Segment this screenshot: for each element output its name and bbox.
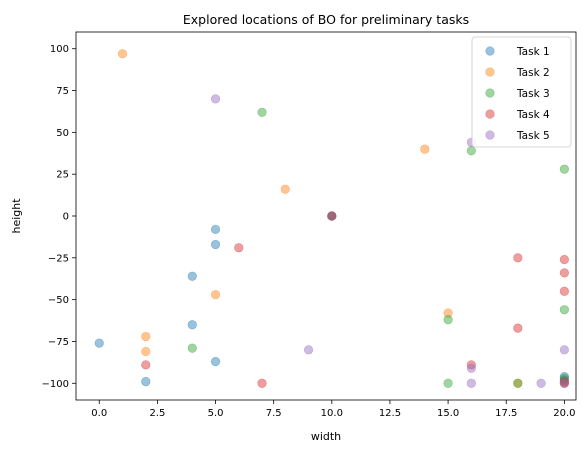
data-point-task-3 <box>443 315 453 325</box>
data-point-task-5 <box>536 378 546 388</box>
data-point-task-1 <box>559 375 569 385</box>
data-point-task-4 <box>559 254 569 265</box>
data-point-task-2 <box>443 308 453 318</box>
legend-label-task-1: Task 1 <box>516 46 550 58</box>
data-point-task-5 <box>327 211 337 221</box>
data-point-task-2 <box>117 49 128 59</box>
legend-label-task-4: Task 4 <box>516 109 550 121</box>
data-point-task-1 <box>210 224 221 234</box>
x-tick-label: 17.5 <box>495 408 517 419</box>
x-tick-label: 7.5 <box>266 408 282 419</box>
legend-label-task-5: Task 5 <box>516 130 550 142</box>
data-point-task-2 <box>420 144 430 154</box>
y-axis-label: height <box>10 198 23 234</box>
data-point-task-1 <box>210 239 221 250</box>
data-point-task-4 <box>327 211 337 221</box>
data-point-task-4 <box>513 323 523 333</box>
data-point-task-5 <box>466 378 476 388</box>
legend-box <box>471 36 572 148</box>
data-point-task-3 <box>443 378 453 388</box>
y-tick-label: −75 <box>48 337 69 348</box>
legend-marker-task-5 <box>485 130 495 140</box>
x-tick-label: 10.0 <box>321 408 343 419</box>
data-point-task-1 <box>327 211 337 221</box>
x-tick-label: 2.5 <box>149 408 165 419</box>
data-point-task-4 <box>466 360 476 370</box>
x-tick-label: 0.0 <box>91 408 107 419</box>
data-point-task-5 <box>466 363 476 373</box>
data-point-task-1 <box>559 371 569 382</box>
data-point-task-5 <box>559 378 569 388</box>
legend-marker-task-2 <box>485 67 495 77</box>
x-tick-label: 5.0 <box>208 408 224 419</box>
x-tick-label: 20.0 <box>553 408 575 419</box>
legend-marker-task-3 <box>485 88 495 98</box>
y-tick-label: 25 <box>56 170 69 181</box>
points-layer <box>94 49 569 388</box>
data-point-task-1 <box>210 356 221 367</box>
data-point-task-2 <box>559 378 569 388</box>
data-point-task-3 <box>257 107 267 117</box>
y-tick-label: −100 <box>42 379 69 390</box>
legend-label-task-2: Task 2 <box>516 67 550 79</box>
data-point-task-4 <box>257 378 267 388</box>
data-point-task-4 <box>513 253 523 263</box>
chart-title: Explored locations of BO for preliminary… <box>183 12 469 27</box>
data-point-task-4 <box>141 360 151 370</box>
data-point-task-4 <box>234 243 244 253</box>
data-point-task-5 <box>303 345 314 355</box>
data-point-task-2 <box>141 331 151 342</box>
data-point-task-3 <box>559 164 569 174</box>
y-tick-label: 100 <box>50 44 69 55</box>
y-tick-label: −50 <box>48 295 69 306</box>
legend: Task 1 Task 2 Task 3 Task 4 Task 5 <box>471 36 572 148</box>
data-point-task-2 <box>513 378 523 388</box>
x-axis-ticks: 0.0 2.5 5.0 7.5 10.0 12.5 15.0 17.5 20.0 <box>91 400 576 419</box>
data-point-task-2 <box>280 184 290 194</box>
data-point-task-2 <box>327 211 337 221</box>
data-point-task-1 <box>187 271 197 281</box>
data-point-task-4 <box>559 286 569 296</box>
y-tick-label: −25 <box>48 253 69 264</box>
data-point-task-3 <box>466 146 476 156</box>
data-point-task-5 <box>210 94 221 104</box>
data-point-task-1 <box>141 377 151 387</box>
data-point-task-2 <box>210 290 221 300</box>
data-point-task-3 <box>559 373 569 383</box>
y-tick-label: 50 <box>56 128 69 139</box>
y-tick-label: 75 <box>56 86 69 97</box>
data-point-task-3 <box>559 305 569 315</box>
data-point-task-1 <box>559 378 569 388</box>
legend-marker-task-4 <box>485 109 495 119</box>
data-point-task-3 <box>513 378 523 388</box>
legend-label-task-3: Task 3 <box>516 88 550 100</box>
data-point-task-4 <box>559 268 569 278</box>
legend-marker-task-1 <box>485 46 495 56</box>
x-axis-label: width <box>311 430 341 443</box>
data-point-task-4 <box>559 377 569 387</box>
data-point-task-5 <box>559 345 569 355</box>
data-point-task-1 <box>187 320 197 330</box>
y-tick-label: 0 <box>63 212 69 223</box>
data-point-task-3 <box>187 343 197 353</box>
data-point-task-1 <box>94 338 104 348</box>
x-tick-label: 15.0 <box>437 408 459 419</box>
data-point-task-2 <box>141 346 151 357</box>
x-tick-label: 12.5 <box>379 408 401 419</box>
data-point-task-3 <box>327 211 337 221</box>
y-axis-ticks: 100 75 50 25 0 −25 −50 −75 −100 <box>42 44 76 390</box>
